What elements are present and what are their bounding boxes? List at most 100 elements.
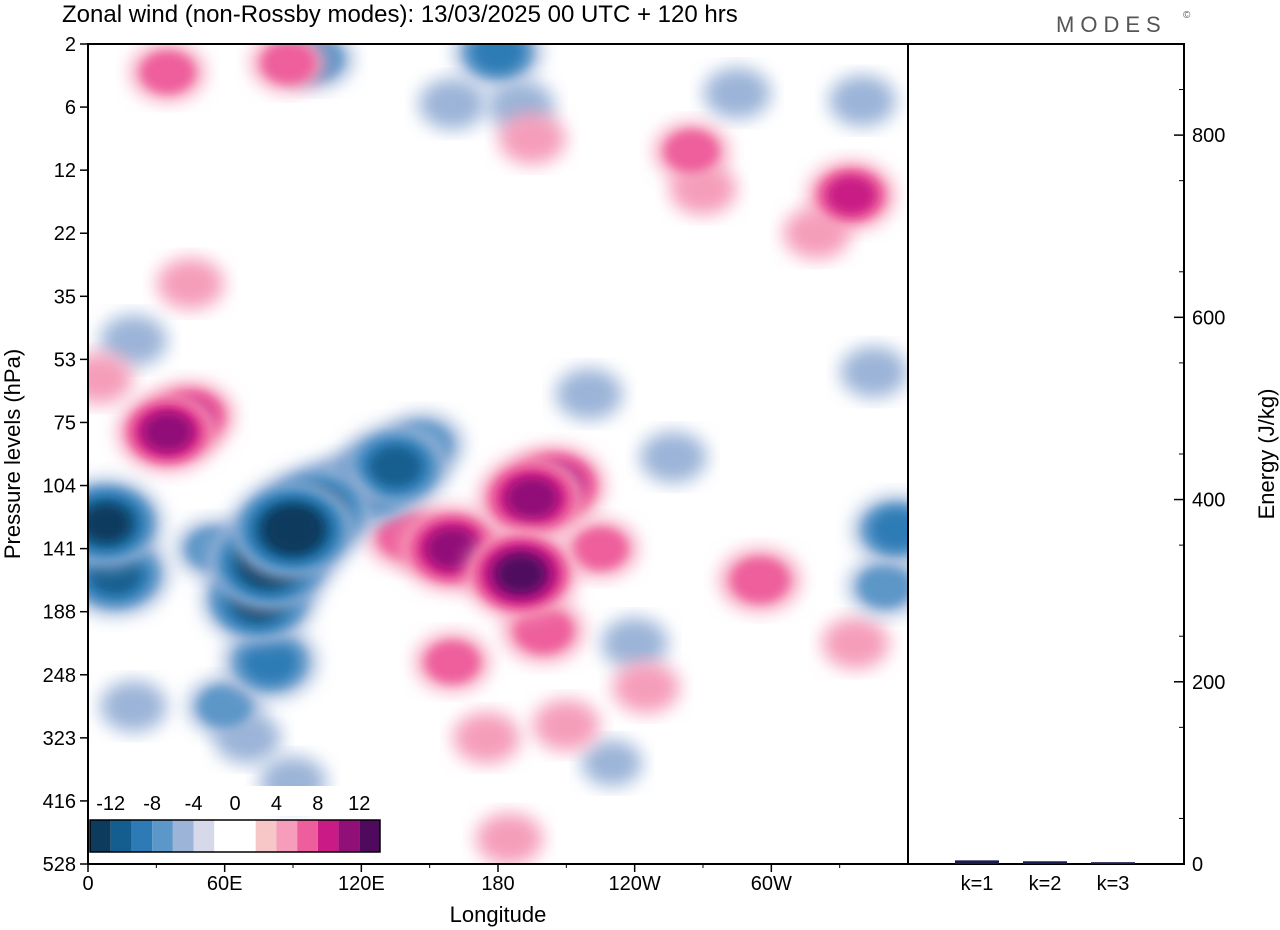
x-tick-label: 120E <box>338 873 385 895</box>
colorbar-swatch <box>172 820 194 852</box>
wind-feature <box>612 661 680 714</box>
colorbar-swatch <box>90 820 111 852</box>
wind-feature <box>342 425 449 509</box>
wind-feature <box>807 161 895 229</box>
wind-feature <box>498 112 566 165</box>
y-tick-label: 188 <box>43 602 76 624</box>
energy-bar <box>955 860 999 864</box>
wind-contour <box>370 446 421 487</box>
energy-tick-label: 600 <box>1192 307 1225 329</box>
bar-category-label: k=2 <box>1029 873 1062 895</box>
energy-bar <box>1023 861 1067 864</box>
colorbar-label: 0 <box>229 793 240 815</box>
y-tick-label: 323 <box>43 728 76 750</box>
y-tick-label: 416 <box>43 791 76 813</box>
y-tick-label: 6 <box>65 97 76 119</box>
x-tick-label: 60W <box>751 873 792 895</box>
bar-category-label: k=3 <box>1097 873 1130 895</box>
energy-axis: 0 200 400 600 800 <box>1174 89 1225 876</box>
colorbar-label: -12 <box>96 793 125 815</box>
colorbar-swatch <box>338 820 360 852</box>
energy-tick-label: 200 <box>1192 672 1225 694</box>
wind-contour <box>99 314 168 367</box>
wind-feature <box>251 44 326 92</box>
colorbar-label: -4 <box>185 793 203 815</box>
wind-contour <box>555 368 623 420</box>
wind-feature <box>453 712 521 764</box>
colorbar-swatch <box>317 820 339 852</box>
wind-feature <box>418 78 487 130</box>
x-tick-label: 60E <box>207 873 243 895</box>
wind-feature <box>563 520 638 578</box>
wind-feature <box>118 393 218 471</box>
colorbar <box>89 819 381 853</box>
colorbar-label-bg <box>295 786 340 816</box>
wind-contour <box>858 565 908 608</box>
wind-contour <box>88 505 130 542</box>
colorbar-label: 12 <box>348 793 370 815</box>
y-tick-label: 75 <box>54 412 76 434</box>
colorbar-label-bg <box>337 786 382 816</box>
wind-feature <box>454 44 542 86</box>
wind-contour <box>703 67 771 119</box>
y-tick-label: 53 <box>54 349 76 371</box>
x-tick-label: 120W <box>609 873 661 895</box>
wind-contour <box>418 78 487 130</box>
wind-feature <box>130 44 205 101</box>
brand-mark: © <box>1183 10 1191 21</box>
wind-feature <box>853 496 908 564</box>
wind-feature <box>840 346 908 398</box>
colorbar-label: 4 <box>271 793 282 815</box>
wind-feature <box>639 431 707 483</box>
wind-feature <box>223 625 317 699</box>
wind-contour <box>601 617 669 670</box>
wind-feature <box>230 480 356 579</box>
wind-contour <box>871 510 908 550</box>
colorbar-swatch <box>235 820 256 852</box>
energy-tick-label: 400 <box>1192 490 1225 512</box>
wind-contour <box>156 257 225 310</box>
colorbar-swatch <box>359 820 380 852</box>
colorbar-swatch <box>193 820 215 852</box>
wind-contour <box>822 617 890 670</box>
y-tick-label: 528 <box>43 854 76 876</box>
wind-contour <box>639 431 707 483</box>
colorbar-swatch <box>255 820 277 852</box>
wind-contour <box>840 346 908 398</box>
colorbar-swatch <box>131 820 153 852</box>
x-tick-label: 0 <box>82 873 93 895</box>
colorbar-label-bg <box>171 786 216 816</box>
wind-feature <box>88 352 133 405</box>
wind-contour <box>665 130 719 172</box>
wind-contour <box>88 352 133 405</box>
wind-contour <box>99 680 168 733</box>
wind-feature <box>464 529 577 618</box>
y-axis-label: Pressure levels (hPa) <box>0 349 25 559</box>
colorbar-labels: -12 -8 -4 0 4 8 12 <box>88 786 382 816</box>
wind-feature <box>99 314 168 367</box>
wind-feature <box>555 368 623 420</box>
colorbar-frame <box>89 819 381 853</box>
wind-contour <box>198 685 252 727</box>
wind-contour <box>475 812 543 864</box>
wind-contour <box>453 712 521 764</box>
x-axis: 0 60E 120E 180 120W 60W <box>82 864 841 895</box>
colorbar-label-bg <box>130 786 175 816</box>
wind-feature <box>703 67 771 119</box>
y-axis: 2 6 12 22 35 53 75 104 141 188 248 323 416 528 <box>43 34 88 876</box>
wind-contour <box>826 176 876 215</box>
colorbar-label: -8 <box>143 793 161 815</box>
energy-tick-label: 0 <box>1192 854 1203 876</box>
wind-contour <box>143 413 192 451</box>
wind-feature <box>719 549 800 612</box>
wind-contour <box>828 74 897 127</box>
wind-feature <box>187 677 262 735</box>
wind-feature <box>848 558 908 615</box>
colorbar-swatch <box>110 820 132 852</box>
wind-feature <box>601 617 669 670</box>
wind-feature <box>532 699 600 752</box>
wind-feature <box>156 257 225 310</box>
colorbar-swatch <box>297 820 318 852</box>
wind-feature <box>479 456 585 540</box>
